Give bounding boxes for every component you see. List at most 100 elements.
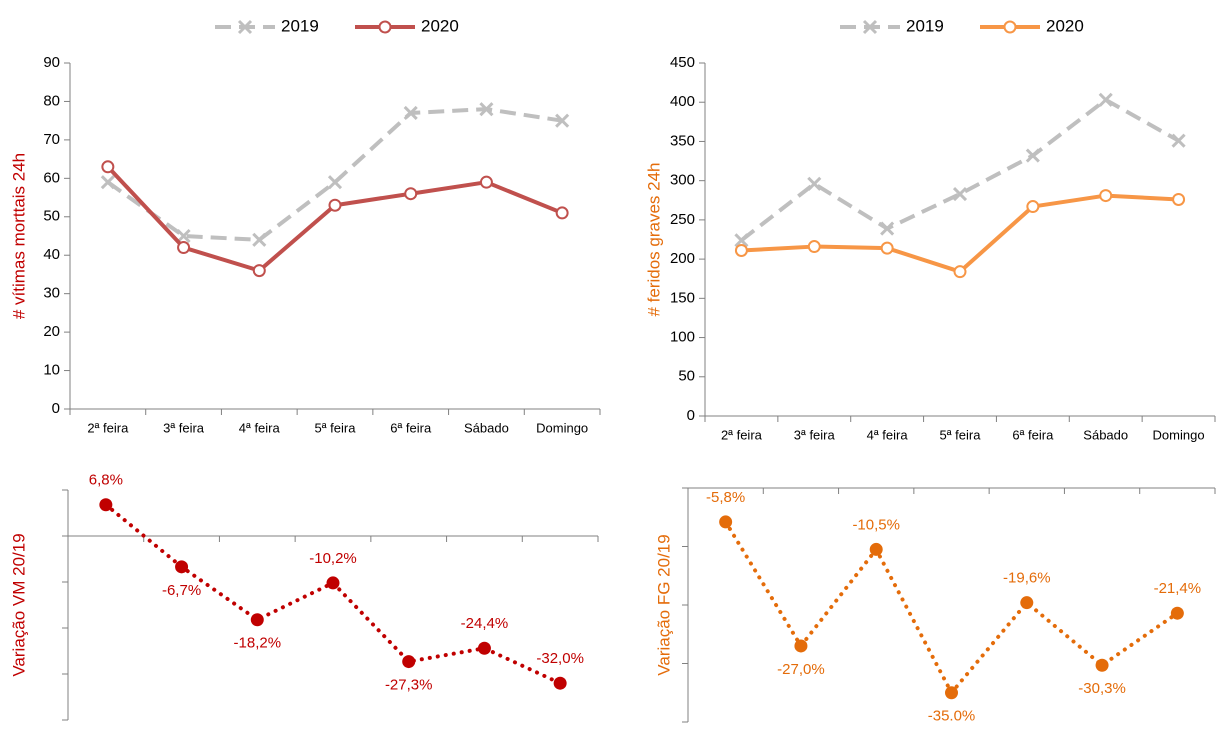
data-label: -5,8% <box>706 489 745 506</box>
data-label: -35.0% <box>928 708 976 725</box>
y-tick-label: 80 <box>43 92 60 109</box>
y-tick-label: 300 <box>670 172 695 189</box>
data-label: -27,0% <box>777 661 825 678</box>
marker <box>953 265 967 279</box>
marker-x-stroke <box>176 228 191 244</box>
marker <box>250 613 264 627</box>
data-label: -32,0% <box>536 650 584 667</box>
marker <box>880 241 894 255</box>
marker-x-stroke <box>807 176 822 191</box>
marker-x <box>176 228 191 244</box>
y-tick-label: 250 <box>670 211 695 228</box>
marker <box>1020 596 1034 610</box>
marker-x <box>1171 133 1186 148</box>
y-tick-label: 70 <box>43 131 60 148</box>
y-tick-label: 0 <box>52 400 60 417</box>
y-tick-label: 90 <box>43 54 60 71</box>
marker-x <box>555 113 570 128</box>
marker <box>1099 189 1113 203</box>
marker <box>794 639 808 653</box>
marker <box>328 198 342 212</box>
marker <box>101 160 115 174</box>
marker <box>1172 192 1186 206</box>
y-tick-label: 30 <box>43 285 60 302</box>
x-tick-label: 3ª feira <box>163 420 205 435</box>
marker <box>869 542 883 556</box>
marker <box>553 676 567 690</box>
marker <box>734 243 748 257</box>
data-label: -24,4% <box>461 615 509 632</box>
x-tick-label: 5ª feira <box>940 427 982 442</box>
x-tick-label: Sábado <box>1083 427 1128 442</box>
x-tick-label: 5ª feira <box>315 420 357 435</box>
y-axis-title: Variação VM 20/19 <box>9 533 28 676</box>
marker-x <box>1025 148 1040 163</box>
y-axis-title: # vítimas morttais 24h <box>9 153 28 319</box>
marker-x <box>327 175 343 190</box>
marker <box>1170 606 1184 620</box>
y-tick-label: 200 <box>670 250 695 267</box>
marker-x-stroke <box>252 232 267 247</box>
marker-x-stroke <box>1098 92 1113 107</box>
marker-x-stroke <box>1171 133 1186 148</box>
data-label: -18,2% <box>234 635 282 652</box>
y-axis-title: # feridos graves 24h <box>644 162 663 316</box>
x-tick-label: 6ª feira <box>390 420 432 435</box>
marker <box>175 560 189 574</box>
y-tick-label: 50 <box>43 208 60 225</box>
y-tick-label: 350 <box>670 132 695 149</box>
marker-x <box>1098 92 1113 107</box>
series-line <box>740 97 1180 242</box>
x-tick-label: 2ª feira <box>87 420 129 435</box>
legend-marker <box>1003 20 1017 34</box>
marker-x <box>734 233 749 248</box>
legend-label: 2019 <box>906 16 944 35</box>
marker-x-stroke <box>880 221 895 236</box>
marker-x-stroke <box>555 113 570 128</box>
x-tick-label: Domingo <box>536 420 588 435</box>
marker-x-stroke <box>327 175 343 190</box>
marker-x <box>479 102 494 117</box>
data-label: -27,3% <box>385 677 433 694</box>
data-label: -10,2% <box>309 550 357 567</box>
y-tick-label: 100 <box>670 329 695 346</box>
x-tick-label: Domingo <box>1153 427 1205 442</box>
y-tick-label: 40 <box>43 246 60 263</box>
y-tick-label: 450 <box>670 54 695 71</box>
x-tick-label: 3ª feira <box>794 427 836 442</box>
marker <box>945 686 958 700</box>
y-tick-label: 60 <box>43 169 60 186</box>
marker <box>1095 658 1109 672</box>
marker-x <box>403 105 418 121</box>
marker-x-stroke <box>952 186 968 202</box>
y-tick-label: 20 <box>43 323 60 340</box>
data-label: 6,8% <box>89 472 123 489</box>
y-axis-title: Variação FG 20/19 <box>654 534 673 675</box>
x-tick-label: 4ª feira <box>239 420 281 435</box>
marker <box>555 206 569 220</box>
series-line <box>741 193 1179 274</box>
x-tick-label: Sábado <box>464 420 509 435</box>
y-tick-label: 150 <box>670 289 695 306</box>
marker <box>402 655 416 669</box>
marker-x-stroke <box>100 175 115 190</box>
marker-x-stroke <box>1025 148 1040 163</box>
marker <box>326 576 340 590</box>
legend-label: 2020 <box>421 16 459 35</box>
marker <box>477 641 491 655</box>
y-tick-label: 0 <box>687 407 695 424</box>
marker-x-stroke <box>403 105 418 121</box>
data-label: -30,3% <box>1078 680 1126 697</box>
marker-x <box>880 221 895 236</box>
marker <box>1026 200 1040 214</box>
marker-x <box>252 232 267 247</box>
legend-label: 2019 <box>281 16 319 35</box>
marker-x <box>100 175 115 190</box>
legend-label: 2020 <box>1046 16 1084 35</box>
marker <box>479 175 493 189</box>
marker <box>719 515 733 529</box>
marker <box>807 240 821 254</box>
marker-x-stroke <box>479 102 494 117</box>
